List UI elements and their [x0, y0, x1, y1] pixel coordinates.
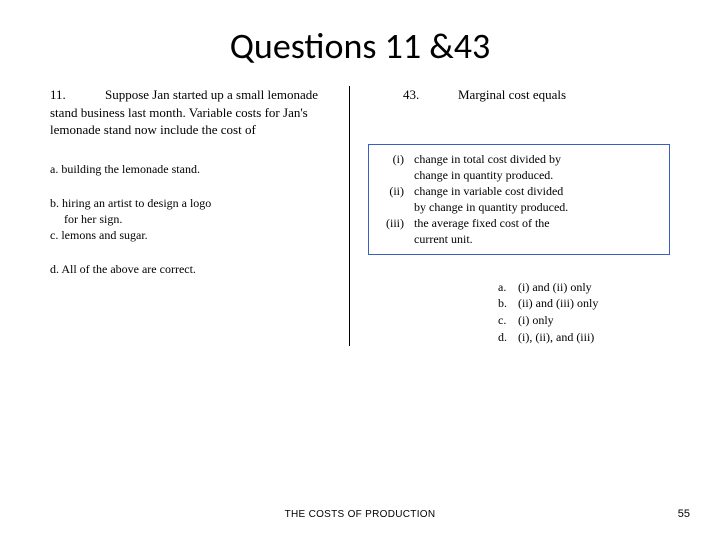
- question-11-column: 11.Suppose Jan started up a small lemona…: [50, 86, 350, 346]
- page-number: 55: [678, 508, 690, 520]
- q43-answer-a: a. (i) and (ii) only: [498, 279, 670, 296]
- q11-option-b-line1: b. hiring an artist to design a logo: [50, 195, 331, 211]
- q43-text: Marginal cost equals: [458, 87, 566, 102]
- question-43-column: 43.Marginal cost equals (i) (ii) (iii) c…: [350, 86, 670, 346]
- def-i-line1: change in total cost divided by: [414, 151, 661, 167]
- q11-options: a. building the lemonade stand. b. hirin…: [50, 161, 331, 278]
- q43-number: 43.: [403, 86, 458, 104]
- q11-option-b-line2: for her sign.: [50, 211, 331, 227]
- q11-option-a: a. building the lemonade stand.: [50, 161, 331, 177]
- ans-d-text: (i), (ii), and (iii): [518, 329, 594, 346]
- content-area: 11.Suppose Jan started up a small lemona…: [0, 86, 720, 346]
- def-iii-line2: current unit.: [414, 231, 661, 247]
- q43-answer-d: d. (i), (ii), and (iii): [498, 329, 670, 346]
- q43-answer-c: c. (i) only: [498, 312, 670, 329]
- def-ii-line2: by change in quantity produced.: [414, 199, 661, 215]
- q43-answer-b: b. (ii) and (iii) only: [498, 295, 670, 312]
- q11-option-d: d. All of the above are correct.: [50, 261, 331, 277]
- q11-prompt: 11.Suppose Jan started up a small lemona…: [50, 86, 331, 139]
- ans-b-text: (ii) and (iii) only: [518, 295, 598, 312]
- roman-iii: (iii): [377, 215, 404, 231]
- q11-number: 11.: [50, 86, 105, 104]
- footer-title: THE COSTS OF PRODUCTION: [0, 509, 720, 520]
- ans-c-text: (i) only: [518, 312, 554, 329]
- def-i-line2: change in quantity produced.: [414, 167, 661, 183]
- q43-definitions-box: (i) (ii) (iii) change in total cost divi…: [368, 144, 670, 255]
- definitions-column: change in total cost divided by change i…: [414, 151, 661, 248]
- roman-i: (i): [377, 151, 404, 167]
- ans-b-letter: b.: [498, 295, 518, 312]
- ans-a-letter: a.: [498, 279, 518, 296]
- roman-list: (i) (ii) (iii) change in total cost divi…: [377, 151, 661, 248]
- ans-d-letter: d.: [498, 329, 518, 346]
- q11-option-c: c. lemons and sugar.: [50, 227, 331, 243]
- roman-ii: (ii): [377, 183, 404, 199]
- q43-prompt: 43.Marginal cost equals: [368, 86, 670, 104]
- def-iii-line1: the average fixed cost of the: [414, 215, 661, 231]
- roman-numerals-column: (i) (ii) (iii): [377, 151, 414, 248]
- slide-title: Questions 11 &43: [0, 0, 720, 86]
- ans-a-text: (i) and (ii) only: [518, 279, 592, 296]
- q43-answers: a. (i) and (ii) only b. (ii) and (iii) o…: [368, 279, 670, 346]
- def-ii-line1: change in variable cost divided: [414, 183, 661, 199]
- ans-c-letter: c.: [498, 312, 518, 329]
